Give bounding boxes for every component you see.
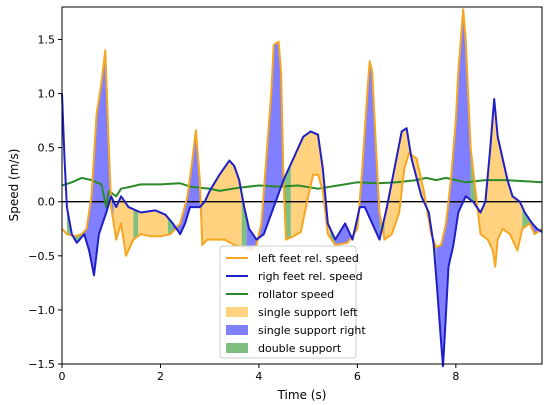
phase-fill-single-support-right	[246, 41, 284, 251]
phase-fill-single-support-right	[172, 130, 203, 245]
phase-fill-double-support	[241, 193, 247, 249]
phase-fill-single-support-left	[202, 160, 242, 247]
y-tick-label: −0.5	[28, 250, 55, 263]
legend-label: single support left	[258, 306, 358, 319]
phase-fill-double-support	[167, 217, 173, 235]
series-line-0	[61, 8, 543, 268]
x-axis-label: Time (s)	[277, 388, 327, 402]
phase-fill-single-support-left	[138, 210, 168, 237]
x-tick-label: 4	[255, 370, 262, 383]
phase-fill-single-support-left	[384, 128, 432, 240]
data-lines	[61, 8, 543, 368]
x-tick-label: 0	[59, 370, 66, 383]
phase-fill-single-support-right	[436, 9, 471, 367]
y-tick-label: −1.0	[28, 304, 55, 317]
legend-swatch	[226, 343, 248, 353]
legend-label: righ feet rel. speed	[258, 270, 363, 283]
x-tick-label: 2	[157, 370, 164, 383]
y-axis-label: Speed (m/s)	[7, 149, 21, 222]
phase-fill-single-support-right	[335, 61, 380, 245]
y-tick-label: −1.5	[28, 358, 55, 371]
legend-label: rollator speed	[258, 288, 334, 301]
phase-fill-double-support	[133, 209, 139, 240]
legend-label: single support right	[258, 324, 366, 337]
y-tick-label: 0.0	[38, 196, 56, 209]
legend-swatch	[226, 307, 248, 317]
phase-fill-double-support	[66, 207, 82, 243]
phase-fill-single-support-left	[113, 196, 134, 256]
y-tick-label: 1.5	[38, 33, 56, 46]
phase-fill-single-support-left	[475, 99, 523, 267]
x-axis: 0 2 4 6 8	[59, 364, 459, 383]
x-tick-label: 8	[452, 370, 459, 383]
plot-frame	[61, 6, 543, 365]
legend-label: double support	[258, 342, 342, 355]
legend-label: left feet rel. speed	[258, 252, 359, 265]
legend-box	[219, 245, 357, 359]
x-tick-label: 6	[354, 370, 361, 383]
legend: left feet rel. speed righ feet rel. speed…	[219, 245, 366, 359]
y-tick-label: 0.5	[38, 142, 56, 155]
legend-swatch	[226, 325, 248, 335]
series-line-1	[61, 93, 543, 368]
y-tick-label: 1.0	[38, 88, 56, 101]
series-line-2	[61, 176, 543, 209]
y-axis: −1.5 −1.0 −0.5 0.0 0.5 1.0 1.5	[28, 33, 62, 371]
